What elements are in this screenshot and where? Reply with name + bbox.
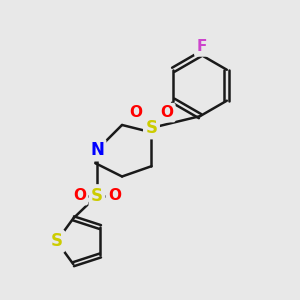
- Text: S: S: [51, 232, 63, 250]
- Text: F: F: [196, 39, 207, 54]
- Text: O: O: [73, 188, 86, 203]
- Text: N: N: [90, 141, 104, 159]
- Text: S: S: [146, 119, 158, 137]
- Text: O: O: [130, 105, 143, 120]
- Text: S: S: [91, 187, 103, 205]
- Text: O: O: [160, 105, 173, 120]
- Text: O: O: [108, 188, 121, 203]
